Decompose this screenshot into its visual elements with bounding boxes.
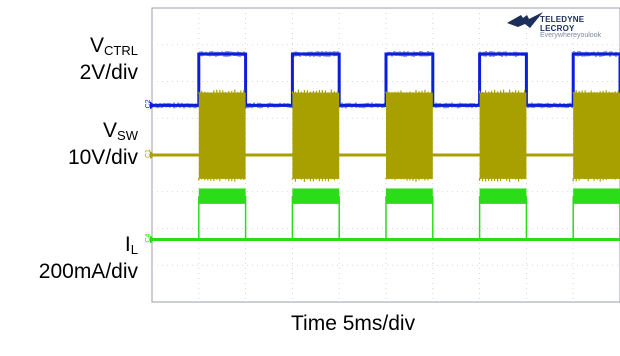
traces	[151, 50, 620, 242]
trace-il	[152, 188, 620, 242]
label-vctrl: VCTRL 2V/div	[79, 34, 138, 84]
channel-marker-label: C2	[145, 99, 152, 108]
vsw-burst	[198, 92, 246, 179]
vsw-burst	[479, 92, 527, 179]
channel-marker-label: C4	[145, 233, 152, 242]
brand-logo: TELEDYNE LECROY Everywhereyoulook	[540, 15, 602, 39]
channel-marker-label: C1	[145, 149, 152, 158]
channel-marker-vsw	[150, 151, 155, 159]
vsw-burst	[573, 92, 620, 179]
trace-vctrl	[151, 50, 620, 109]
channel-marker-il	[150, 235, 155, 244]
label-vsw: VSW 10V/div	[67, 119, 138, 169]
channel-marker-vctrl	[150, 101, 155, 110]
channel-markers: C2 C1 C4	[145, 99, 155, 244]
vsw-burst	[386, 92, 433, 179]
teledyne-eagle-icon	[507, 12, 543, 28]
trace-vsw	[152, 89, 620, 182]
label-il: IL 200mA/div	[38, 233, 138, 283]
vsw-burst	[292, 92, 340, 179]
il-band	[573, 188, 620, 204]
il-band	[198, 188, 246, 204]
il-band	[479, 188, 527, 204]
il-band	[292, 188, 340, 204]
il-band	[386, 188, 433, 204]
